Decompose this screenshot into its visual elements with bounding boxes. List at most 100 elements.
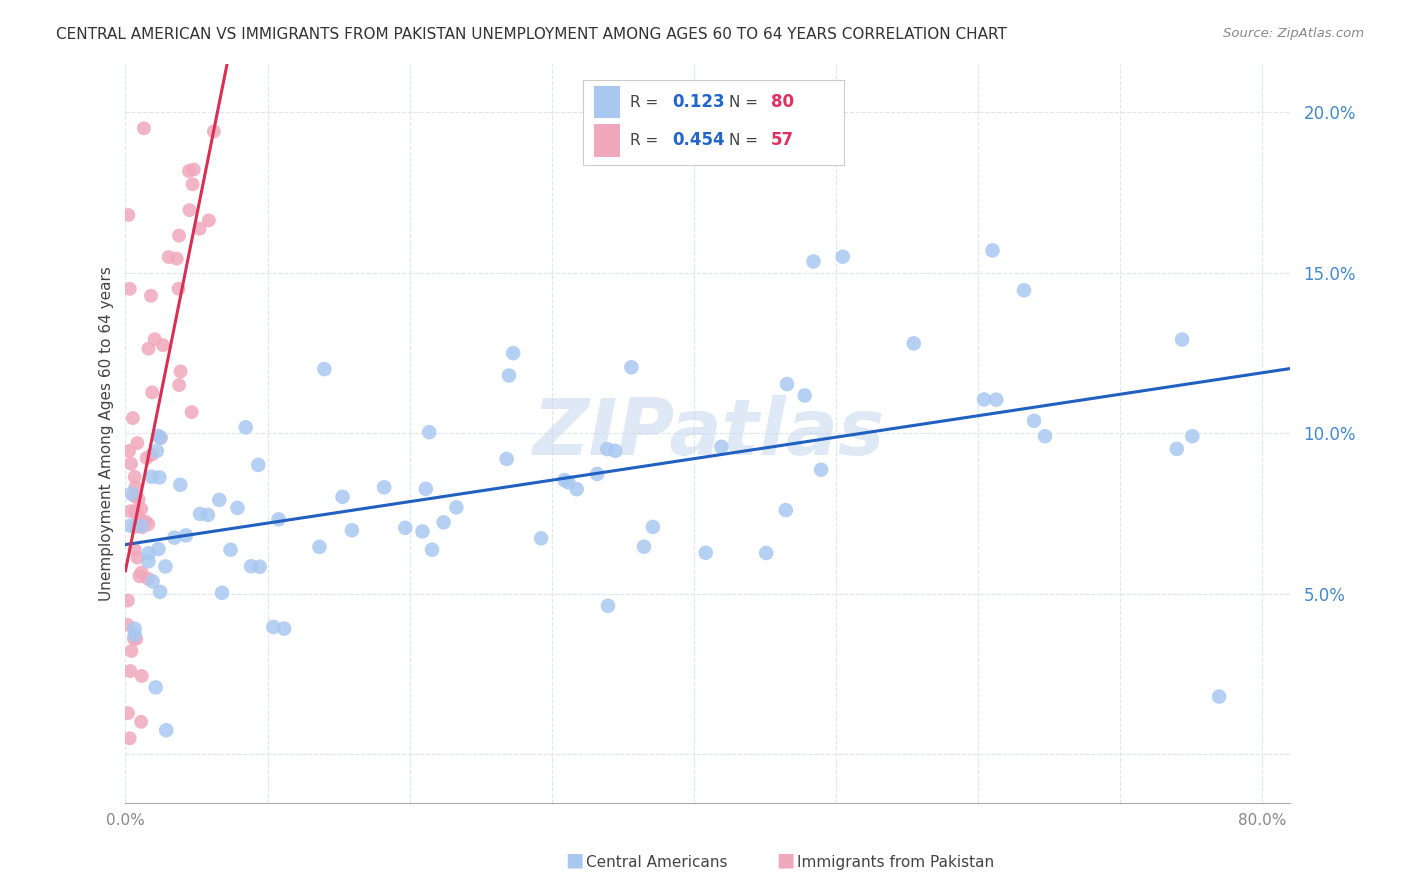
Point	[148, 470, 170, 484]
Point	[148, 542, 170, 557]
Point	[146, 444, 169, 458]
Text: 80: 80	[770, 94, 794, 112]
Point	[139, 289, 162, 303]
Point	[557, 475, 579, 490]
Point	[695, 546, 717, 560]
Point	[167, 282, 190, 296]
Point	[129, 502, 152, 516]
Point	[124, 470, 146, 484]
Point	[138, 554, 160, 568]
Text: N =: N =	[730, 133, 763, 148]
Point	[180, 405, 202, 419]
Point	[179, 203, 201, 218]
Point	[124, 520, 146, 534]
Point	[149, 431, 172, 445]
Point	[226, 500, 249, 515]
Point	[446, 500, 468, 515]
Point	[124, 480, 146, 494]
Point	[117, 208, 139, 222]
Point	[152, 338, 174, 352]
Point	[495, 451, 517, 466]
Point	[124, 628, 146, 642]
Point	[340, 523, 363, 537]
Point	[122, 489, 145, 503]
Point	[128, 569, 150, 583]
Text: R =: R =	[630, 95, 664, 110]
Point	[167, 378, 190, 392]
Point	[127, 436, 149, 450]
Point	[1208, 690, 1230, 704]
Point	[135, 450, 157, 465]
Point	[775, 503, 797, 517]
Point	[418, 425, 440, 439]
Point	[118, 731, 141, 746]
Point	[565, 482, 588, 496]
Point	[596, 442, 619, 456]
Point	[145, 681, 167, 695]
Text: 57: 57	[770, 131, 794, 150]
Point	[810, 463, 832, 477]
Point	[143, 332, 166, 346]
Point	[1171, 333, 1194, 347]
Point	[117, 617, 139, 632]
Point	[553, 473, 575, 487]
Point	[1033, 429, 1056, 443]
Point	[530, 531, 553, 545]
Text: ■: ■	[565, 851, 583, 870]
Point	[118, 444, 141, 458]
Point	[127, 509, 149, 524]
Point	[188, 507, 211, 521]
Point	[138, 546, 160, 560]
Bar	[593, 87, 620, 119]
Point	[308, 540, 330, 554]
Point	[120, 457, 142, 471]
Point	[197, 508, 219, 522]
Point	[141, 469, 163, 483]
Y-axis label: Unemployment Among Ages 60 to 64 years: Unemployment Among Ages 60 to 64 years	[100, 266, 114, 600]
Point	[755, 546, 778, 560]
Point	[793, 388, 815, 402]
Point	[120, 518, 142, 533]
Point	[240, 559, 263, 574]
Point	[128, 492, 150, 507]
Point	[1181, 429, 1204, 443]
Point	[267, 512, 290, 526]
Text: Immigrants from Pakistan: Immigrants from Pakistan	[797, 855, 994, 870]
Text: CENTRAL AMERICAN VS IMMIGRANTS FROM PAKISTAN UNEMPLOYMENT AMONG AGES 60 TO 64 YE: CENTRAL AMERICAN VS IMMIGRANTS FROM PAKI…	[56, 27, 1007, 42]
Point	[586, 467, 609, 481]
Point	[776, 377, 799, 392]
Point	[131, 520, 153, 534]
Point	[174, 528, 197, 542]
Point	[373, 480, 395, 494]
Text: R =: R =	[630, 133, 664, 148]
Point	[903, 336, 925, 351]
Point	[136, 517, 159, 532]
Point	[415, 482, 437, 496]
Text: 0.123: 0.123	[672, 94, 724, 112]
Point	[149, 431, 172, 445]
Point	[155, 559, 177, 574]
Point	[138, 342, 160, 356]
Point	[981, 244, 1004, 258]
Point	[332, 490, 354, 504]
Point	[124, 542, 146, 557]
Point	[157, 250, 180, 264]
Point	[131, 669, 153, 683]
Point	[120, 664, 142, 678]
Point	[141, 385, 163, 400]
Point	[134, 515, 156, 529]
Point	[202, 124, 225, 138]
Point	[142, 574, 165, 589]
Point	[118, 282, 141, 296]
Point	[1022, 414, 1045, 428]
Point	[125, 632, 148, 646]
Point	[167, 228, 190, 243]
Text: Central Americans: Central Americans	[586, 855, 728, 870]
Point	[169, 477, 191, 491]
Point	[169, 364, 191, 378]
Point	[249, 559, 271, 574]
Point	[273, 622, 295, 636]
Point	[131, 519, 153, 533]
Point	[605, 443, 627, 458]
Text: 0.454: 0.454	[672, 131, 724, 150]
